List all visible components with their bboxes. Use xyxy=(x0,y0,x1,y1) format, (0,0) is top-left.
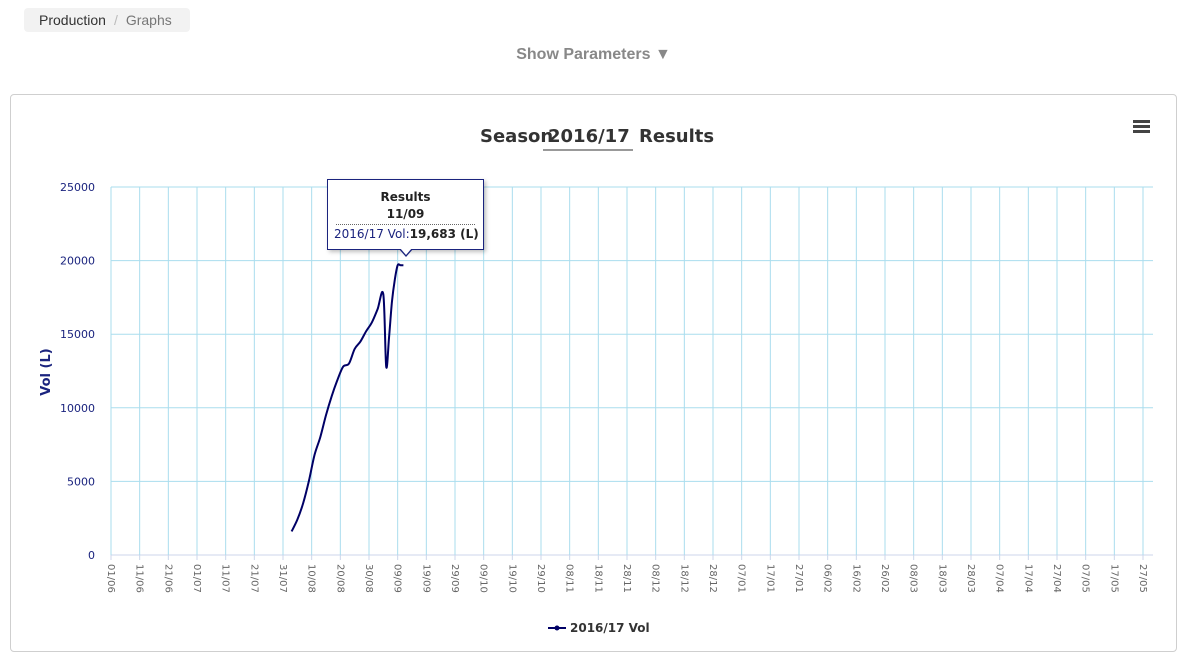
series-2016-17-vol xyxy=(290,263,404,532)
x-tick-label: 01/06 xyxy=(105,564,116,593)
x-tick-label: 27/04 xyxy=(1051,564,1062,593)
x-tick-label: 01/07 xyxy=(191,564,202,593)
x-tick-label: 06/02 xyxy=(822,564,833,593)
y-tick-label: 25000 xyxy=(60,181,95,194)
x-tick-label: 21/07 xyxy=(248,564,259,593)
x-tick-label: 16/02 xyxy=(850,564,861,593)
y-axis-label: Vol (L) xyxy=(39,348,54,395)
legend-series-label: 2016/17 Vol xyxy=(570,621,650,635)
tooltip-title: Results xyxy=(380,190,431,204)
y-tick-label: 20000 xyxy=(60,255,95,268)
x-tick-label: 10/08 xyxy=(306,564,317,593)
x-tick-label: 07/01 xyxy=(736,564,747,593)
breadcrumb: Production / Graphs xyxy=(24,8,190,32)
y-axis: 0 5000 10000 15000 20000 25000 xyxy=(60,181,95,562)
x-tick-label: 09/10 xyxy=(478,564,489,593)
legend[interactable]: 2016/17 Vol xyxy=(548,621,650,635)
x-tick-label: 19/10 xyxy=(506,564,517,593)
breadcrumb-production-link[interactable]: Production xyxy=(39,12,106,28)
tooltip-value: 19,683 (L) xyxy=(409,227,479,241)
x-tick-label: 30/08 xyxy=(363,564,374,593)
tooltip-series-label: 2016/17 Vol: xyxy=(334,227,410,241)
x-tick-label: 18/12 xyxy=(678,564,689,593)
x-tick-label: 17/05 xyxy=(1108,564,1119,593)
y-tick-label: 5000 xyxy=(67,475,95,488)
x-tick-label: 08/11 xyxy=(564,564,575,593)
series-line[interactable] xyxy=(290,263,404,532)
x-tick-label: 07/05 xyxy=(1080,564,1091,593)
x-tick-label: 08/03 xyxy=(908,564,919,593)
chart-tooltip: Results 11/09 2016/17 Vol:19,683 (L) xyxy=(327,179,484,257)
x-tick-label: 09/09 xyxy=(392,564,403,593)
breadcrumb-separator: / xyxy=(113,12,118,28)
x-tick-label: 07/04 xyxy=(994,564,1005,593)
x-tick-label: 28/11 xyxy=(621,564,632,593)
show-parameters-toggle[interactable]: Show Parameters ▼ xyxy=(516,46,671,63)
tooltip-pointer-fill xyxy=(400,248,412,255)
x-tick-label: 21/06 xyxy=(162,564,173,593)
y-tick-label: 10000 xyxy=(60,402,95,415)
y-tick-label: 15000 xyxy=(60,328,95,341)
chart-menu-icon[interactable] xyxy=(1133,120,1151,134)
chart-title-suffix: Results xyxy=(639,126,714,147)
tooltip-date: 11/09 xyxy=(386,207,425,221)
x-tick-label: 18/11 xyxy=(592,564,603,593)
x-tick-label: 29/10 xyxy=(535,564,546,593)
x-tick-label: 27/01 xyxy=(793,564,804,593)
x-tick-label: 31/07 xyxy=(277,564,288,593)
chart-title: Season 2016/17 Results xyxy=(480,126,714,151)
x-tick-label: 11/07 xyxy=(220,564,231,593)
x-tick-label: 28/12 xyxy=(707,564,718,593)
x-tick-label: 17/04 xyxy=(1022,564,1033,593)
x-tick-label: 26/02 xyxy=(879,564,890,593)
x-tick-label: 18/03 xyxy=(936,564,947,593)
x-tick-label: 20/08 xyxy=(334,564,345,593)
chart-grid xyxy=(110,186,1153,556)
breadcrumb-graphs-current: Graphs xyxy=(125,12,172,28)
x-tick-label: 17/01 xyxy=(764,564,775,593)
tooltip-value-line: 2016/17 Vol:19,683 (L) xyxy=(334,225,483,243)
legend-series-marker xyxy=(554,625,560,631)
chart-title-prefix: Season xyxy=(480,126,553,147)
y-tick-label: 0 xyxy=(88,549,95,562)
tooltip-divider xyxy=(336,224,475,225)
season-select[interactable]: 2016/17 xyxy=(548,126,630,147)
x-tick-label: 11/06 xyxy=(134,564,145,593)
x-tick-label: 28/03 xyxy=(965,564,976,593)
x-tick-label: 19/09 xyxy=(420,564,431,593)
x-tick-label: 27/05 xyxy=(1137,564,1148,593)
x-tick-label: 29/09 xyxy=(449,564,460,593)
x-tick-label: 08/12 xyxy=(650,564,661,593)
x-axis: 01/06 11/06 21/06 01/07 11/07 21/07 31/07 10/08… xyxy=(105,555,1148,593)
